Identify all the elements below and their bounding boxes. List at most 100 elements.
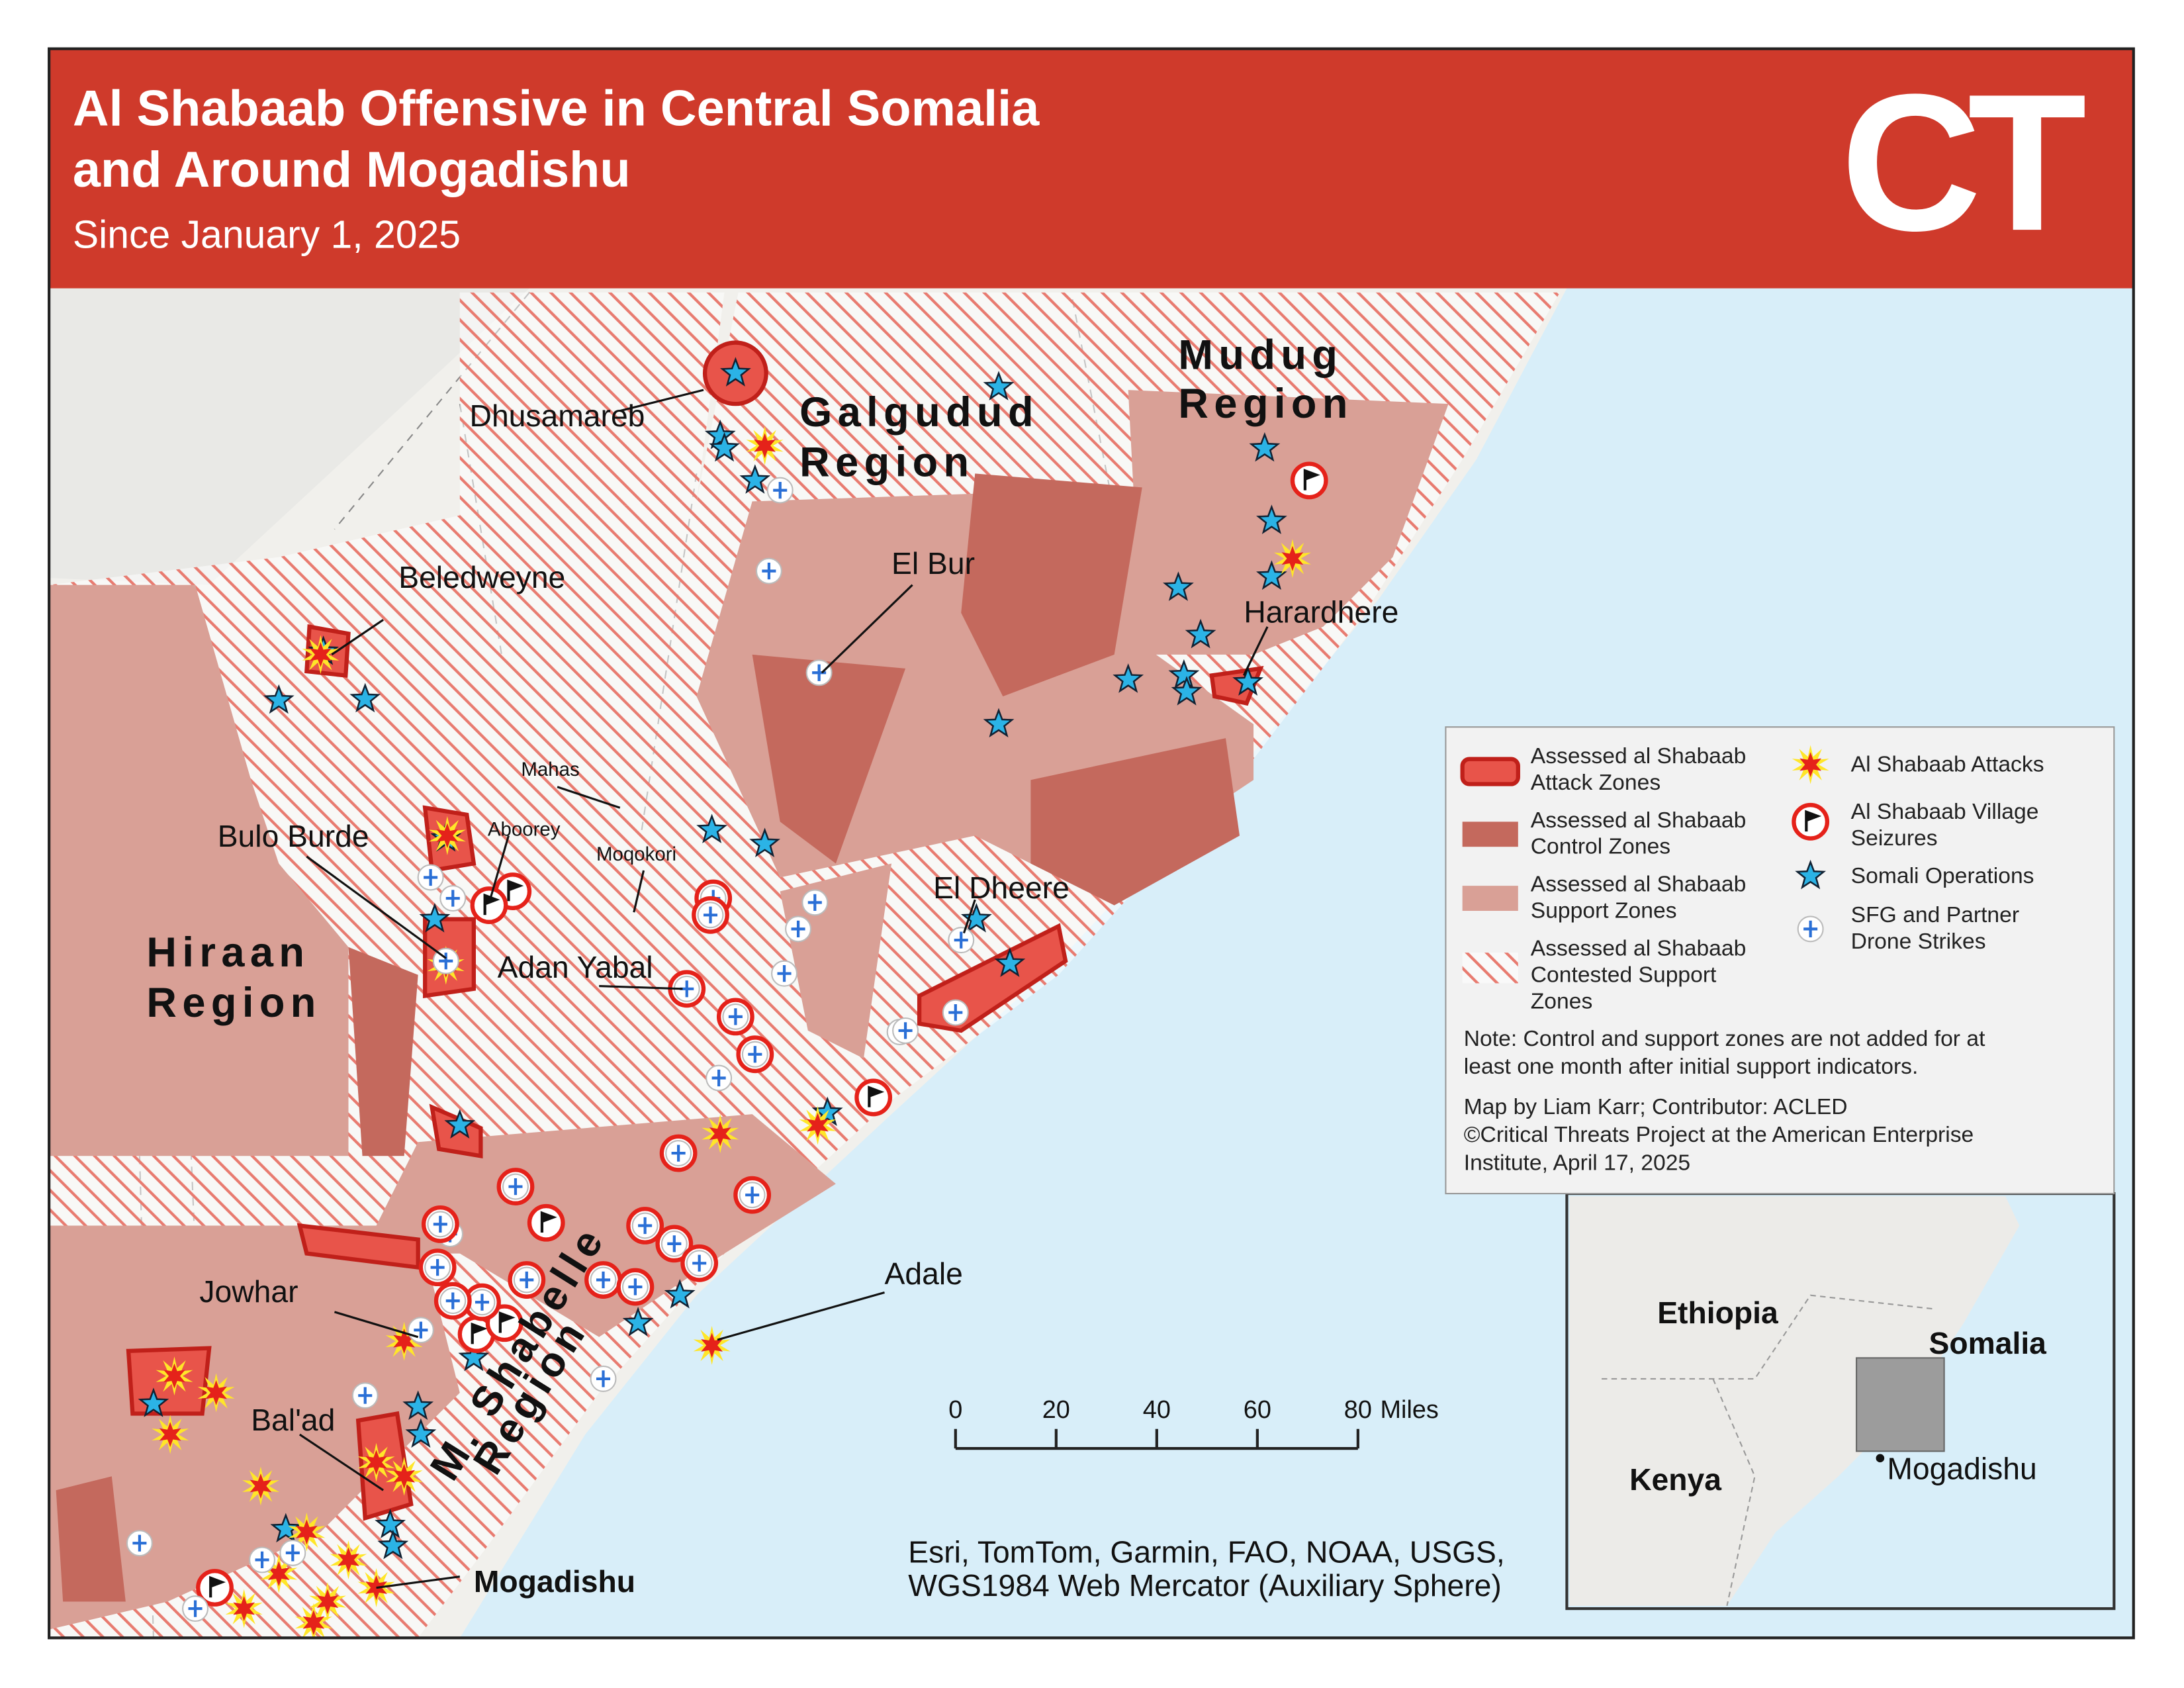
legend-label: Drone Strikes: [1851, 929, 1986, 954]
scale-bar: 0 20 40 60 80 Miles: [948, 1396, 1439, 1450]
place-label: Bulo Burde: [218, 819, 369, 853]
seizure-flag: [540, 1211, 557, 1233]
legend-label: Seizures: [1851, 826, 1938, 851]
map-area: Dhusamareb Beledweyne El Bur Harardhere …: [49, 288, 2134, 1638]
place-label: Beledweyne: [398, 560, 565, 594]
drone-cross: [433, 1215, 447, 1233]
control-zone: [1030, 738, 1240, 906]
inset-label: Kenya: [1629, 1462, 1722, 1497]
seizure-flag: [868, 1086, 885, 1107]
drone-cross: [132, 1534, 147, 1552]
legend-label: Al Shabaab Village: [1851, 800, 2039, 824]
operation-marker: [622, 1307, 654, 1336]
place-label: El Bur: [891, 546, 975, 581]
attribution: WGS1984 Web Mercator (Auxiliary Sphere): [908, 1568, 1502, 1603]
seizure-flag: [209, 1575, 226, 1598]
drone-cross: [762, 563, 776, 580]
legend-note: Note: Control and support zones are not …: [1464, 1027, 1985, 1051]
drone-cross: [812, 664, 827, 681]
operation-marker: [983, 708, 1015, 738]
legend-credit: Institute, April 17, 2025: [1464, 1150, 1690, 1175]
operation-marker: [1256, 504, 1287, 534]
seizure-flag: [498, 1311, 516, 1333]
inset-city: [1876, 1454, 1885, 1463]
legend-label: Assessed al Shabaab: [1531, 872, 1747, 897]
legend-note: least one month after initial support in…: [1464, 1055, 1919, 1079]
support-zone: [1128, 390, 1449, 655]
seizure-flag: [1805, 810, 1822, 832]
control-zone: [961, 473, 1142, 696]
operation-marker: [444, 1109, 476, 1139]
drone-cross: [667, 1235, 682, 1252]
legend-label: Support Zones: [1531, 899, 1677, 923]
drone-cross: [508, 1178, 523, 1196]
seizure-marker: [196, 1569, 234, 1607]
attack-marker-core: [393, 1329, 416, 1354]
operation-marker: [1256, 560, 1287, 590]
attack-marker-core: [338, 1547, 359, 1573]
operation-marker: [1163, 571, 1194, 601]
seizure-flag: [471, 1322, 488, 1344]
attack-marker-core: [267, 1561, 290, 1587]
attack-marker-core: [701, 1333, 723, 1358]
operation-marker: [739, 464, 771, 494]
inset-label: Ethiopia: [1657, 1295, 1779, 1330]
operation-marker: [704, 419, 736, 449]
seizure-marker: [854, 1078, 893, 1117]
operation-marker: [1249, 432, 1281, 462]
drone-cross: [773, 481, 788, 499]
scale-tick-label: 60: [1244, 1396, 1271, 1424]
control-zones: [56, 473, 1240, 1602]
region-label: Region: [146, 980, 321, 1026]
drone-cross: [596, 1370, 611, 1387]
operation-marker: [960, 903, 992, 933]
attack-marker-core: [709, 1121, 731, 1147]
inset-map: Ethiopia Somalia Kenya Mogadishu: [1565, 1192, 2116, 1611]
attack-marker-core: [205, 1380, 228, 1405]
drone-cross: [898, 1022, 913, 1039]
seizure-flag: [1303, 469, 1320, 491]
seizure-marker: [1290, 461, 1328, 500]
drone-cross: [424, 868, 438, 886]
operation-marker: [375, 1509, 406, 1538]
frame: [48, 47, 2135, 1640]
operation-marker: [1795, 859, 1827, 890]
control-zone: [752, 654, 906, 864]
control-zone: [56, 1476, 126, 1602]
seizure-flag: [507, 879, 524, 902]
drone-cross: [748, 1046, 762, 1063]
operation-marker: [983, 371, 1015, 400]
attack-marker-core: [393, 1464, 416, 1489]
legend-swatch: [1462, 953, 1518, 984]
region-label: Galgudud: [799, 389, 1039, 436]
operation-marker: [749, 827, 780, 857]
scale-tick-label: 40: [1143, 1396, 1171, 1424]
inset-label: Mogadishu: [1887, 1451, 2036, 1485]
place-label: Mogadishu: [474, 1564, 635, 1599]
legend-label: Zones: [1531, 989, 1593, 1013]
operation-marker: [458, 1341, 490, 1372]
drone-cross: [520, 1271, 534, 1289]
place-label: Bal'ad: [251, 1403, 335, 1437]
attack-marker-core: [365, 1450, 387, 1476]
legend-label: Assessed al Shabaab: [1531, 936, 1747, 961]
drone-cross: [445, 890, 460, 907]
drone-cross: [728, 1008, 743, 1025]
legend-label: SFG and Partner: [1851, 903, 2019, 927]
operation-marker: [377, 1529, 409, 1560]
attack-marker-core: [436, 823, 459, 849]
operation-marker: [419, 903, 451, 933]
operation-marker: [1171, 676, 1203, 706]
drone-cross: [671, 1145, 686, 1162]
place-label: Mahas: [521, 759, 579, 780]
attack-zone: [296, 1223, 420, 1270]
attack-marker-core: [159, 1422, 181, 1448]
place-label: Dhusamareb: [470, 399, 645, 433]
attack-marker-core: [754, 433, 776, 459]
drone-cross: [692, 1254, 707, 1272]
legend-label: Al Shabaab Attacks: [1851, 753, 2044, 777]
leader-lines: [298, 389, 1269, 1589]
drone-cross: [414, 1321, 428, 1338]
operation-marker: [1113, 663, 1144, 693]
